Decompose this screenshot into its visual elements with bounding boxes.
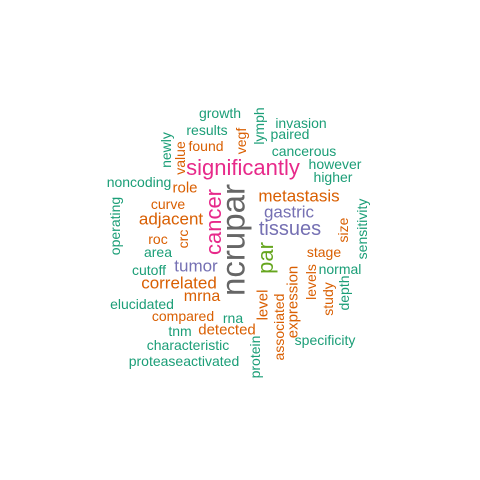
word-area: area [143, 244, 173, 260]
word-proteaseactivated: proteaseactivated [128, 353, 240, 369]
word-found: found [188, 138, 224, 154]
word-cutoff: cutoff [132, 262, 166, 278]
word-size: size [335, 217, 351, 243]
word-depth: depth [336, 275, 352, 311]
word-metastasis: metastasis [258, 186, 340, 206]
word-compared: compared [151, 308, 215, 324]
word-invasion: invasion [275, 115, 327, 131]
word-significantly: significantly [186, 155, 300, 180]
word-mrna: mrna [183, 288, 221, 305]
word-tnm: tnm [168, 323, 192, 339]
word-study: study [320, 282, 336, 316]
word-par: par [253, 242, 278, 274]
word-however: however [308, 156, 362, 172]
word-noncoding: noncoding [106, 174, 172, 190]
word-rna: rna [222, 310, 244, 326]
word-detected: detected [198, 321, 256, 339]
word-growth: growth [198, 105, 242, 121]
word-crc: crc [175, 229, 191, 249]
word-characteristic: characteristic [146, 337, 230, 353]
word-levels: levels [303, 264, 319, 300]
word-operating: operating [107, 196, 123, 256]
word-protein: protein [247, 335, 263, 379]
word-cancerous: cancerous [271, 143, 337, 159]
word-elucidated: elucidated [110, 296, 174, 312]
word-tissues: tissues [258, 218, 322, 240]
word-curve: curve [150, 196, 186, 212]
word-paired: paired [270, 126, 310, 142]
word-sensitivity: sensitivity [354, 198, 370, 260]
word-level: level [254, 289, 272, 321]
word-vegf: vegf [233, 127, 249, 155]
word-correlated: correlated [141, 273, 217, 293]
word-tumor: tumor [174, 256, 218, 276]
word-newly: newly [158, 132, 174, 168]
word-roc: roc [148, 231, 168, 247]
word-lymph: lymph [251, 107, 267, 145]
word-value: value [172, 141, 188, 175]
word-gastric: gastric [263, 202, 315, 222]
word-associated: associated [271, 293, 287, 361]
word-stage: stage [306, 244, 342, 260]
word-normal: normal [318, 261, 362, 277]
word-cancer: cancer [201, 188, 226, 256]
word-higher: higher [313, 169, 353, 185]
word-adjacent: adjacent [138, 209, 204, 229]
word-expression: expression [284, 265, 302, 339]
word-results: results [186, 122, 228, 138]
word-specificity: specificity [294, 332, 356, 348]
word-role: role [172, 179, 198, 197]
